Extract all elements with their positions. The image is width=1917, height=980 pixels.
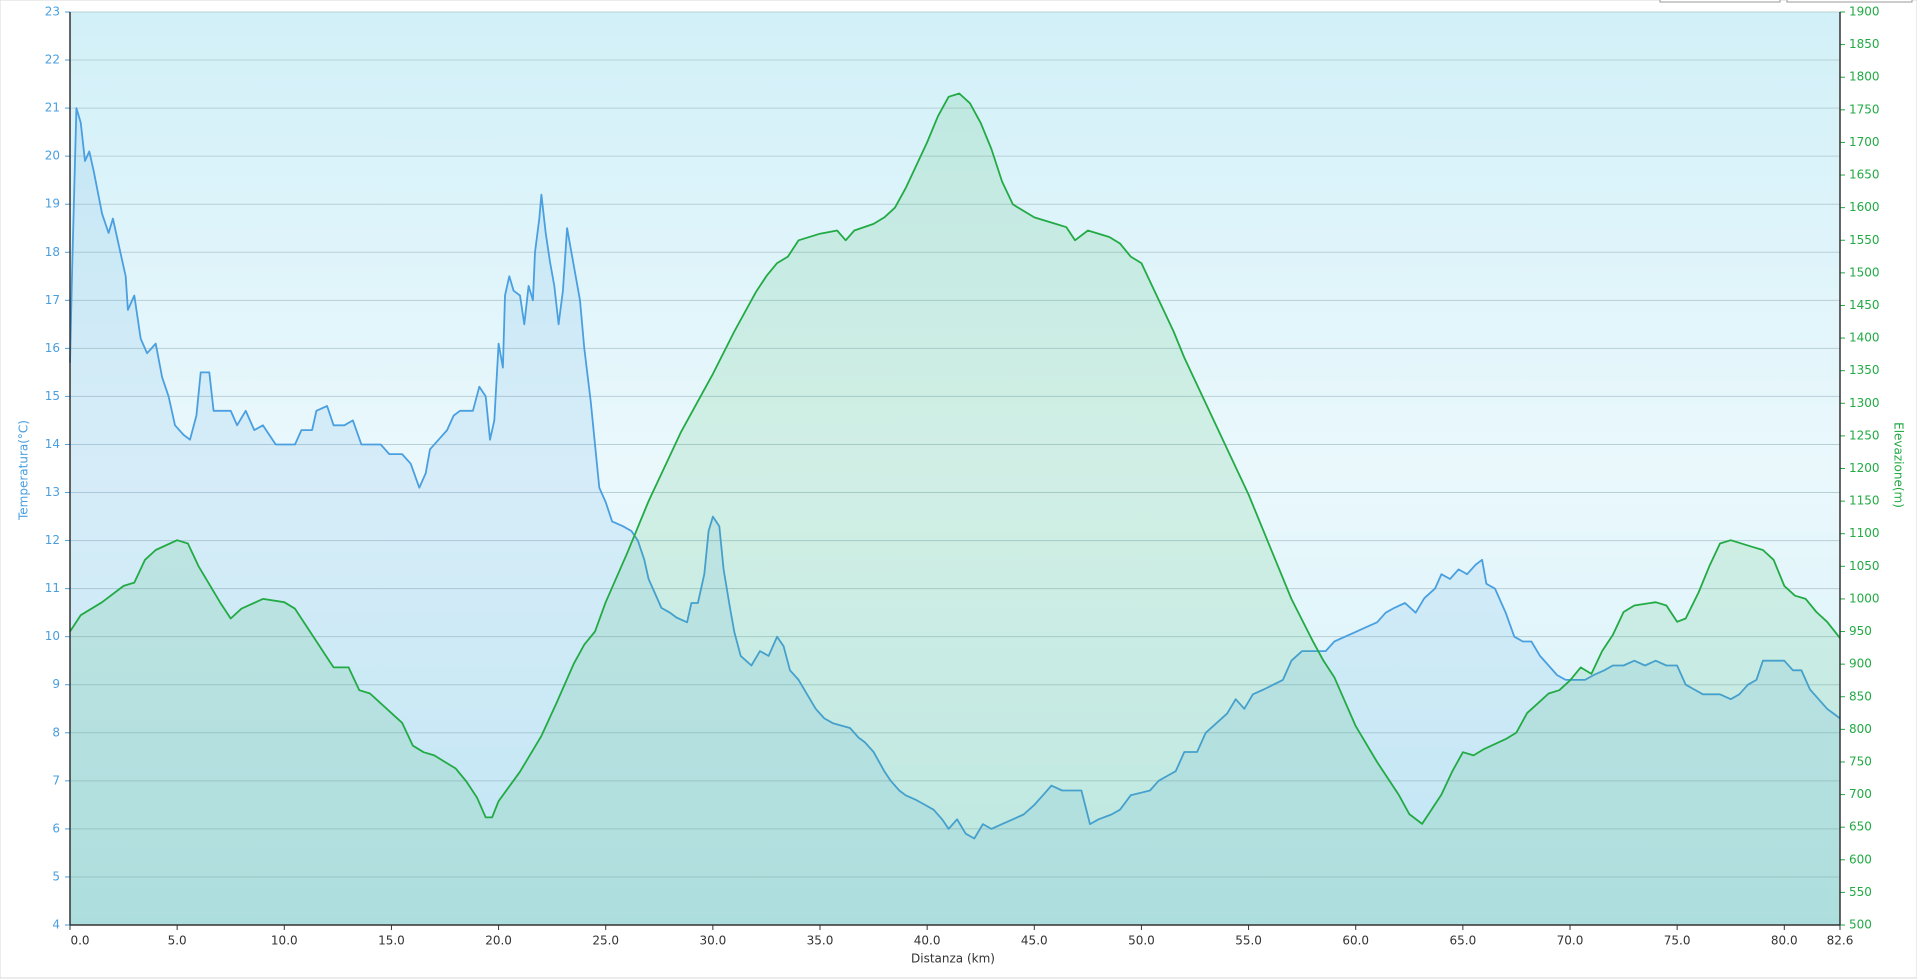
x-tick-label: 5.0 [168, 934, 187, 948]
y2-tick-label: 650 [1849, 820, 1872, 834]
x-tick-label: 55.0 [1235, 934, 1262, 948]
y-tick-label: 14 [45, 437, 60, 451]
x-tick-label: 10.0 [271, 934, 298, 948]
x-tick-label: 35.0 [807, 934, 834, 948]
x-tick-label: 65.0 [1449, 934, 1476, 948]
x-tick-label: 60.0 [1342, 934, 1369, 948]
y-tick-label: 5 [52, 869, 60, 883]
y-tick-label: 19 [45, 197, 60, 211]
x-tick-label: 45.0 [1021, 934, 1048, 948]
y-tick-label: 6 [52, 821, 60, 835]
y-tick-label: 20 [45, 149, 60, 163]
y2-tick-label: 1550 [1849, 233, 1880, 247]
y2-tick-label: 1250 [1849, 428, 1880, 442]
y2-axis-title: Elevazione(m) [1892, 422, 1906, 508]
y2-tick-label: 600 [1849, 852, 1872, 866]
y2-tick-label: 1100 [1849, 526, 1880, 540]
y2-tick-label: 1850 [1849, 37, 1880, 51]
y-tick-label: 12 [45, 533, 60, 547]
y-tick-label: 7 [52, 773, 60, 787]
y-tick-label: 15 [45, 389, 60, 403]
x-axis-title: Distanza (km) [911, 952, 995, 966]
y2-tick-label: 700 [1849, 787, 1872, 801]
y-tick-label: 4 [52, 918, 60, 932]
line [69, 92, 1841, 825]
x-tick-label: 40.0 [914, 934, 941, 948]
y-tick-label: 18 [45, 245, 60, 259]
y2-tick-label: 750 [1849, 754, 1872, 768]
y2-tick-label: 1750 [1849, 102, 1880, 116]
y2-tick-label: 1350 [1849, 363, 1880, 377]
y2-tick-label: 1600 [1849, 200, 1880, 214]
y-tick-label: 8 [52, 725, 60, 739]
x-tick-label: 20.0 [485, 934, 512, 948]
line [69, 107, 1841, 840]
y-tick-label: 9 [52, 677, 60, 691]
y2-tick-label: 900 [1849, 657, 1872, 671]
y2-tick-label: 1700 [1849, 135, 1880, 149]
x-tick-label: 80.0 [1771, 934, 1798, 948]
y-tick-label: 17 [45, 293, 60, 307]
y-tick-label: 22 [45, 53, 60, 67]
y-tick-label: 16 [45, 341, 60, 355]
y2-tick-label: 950 [1849, 624, 1872, 638]
x-tick-label: 0.0 [70, 934, 89, 948]
y2-tick-label: 1000 [1849, 591, 1880, 605]
y2-tick-label: 1200 [1849, 461, 1880, 475]
y-tick-label: 23 [45, 5, 60, 19]
y2-tick-label: 500 [1849, 918, 1872, 932]
y2-tick-label: 850 [1849, 689, 1872, 703]
y2-tick-label: 1900 [1849, 5, 1880, 19]
y2-tick-label: 1400 [1849, 331, 1880, 345]
x-tick-label: 82.6 [1827, 934, 1854, 948]
x-tick-label: 70.0 [1557, 934, 1584, 948]
y2-tick-label: 550 [1849, 885, 1872, 899]
y-tick-label: 10 [45, 629, 60, 643]
y-tick-label: 21 [45, 101, 60, 115]
y2-tick-label: 1450 [1849, 298, 1880, 312]
y2-tick-label: 1150 [1849, 494, 1880, 508]
layer: 4 5 6 7 8 9 10 11 12 13 14 15 16 17 18 19 20 21 22 23 500 550… [45, 5, 1880, 948]
x-tick-label: 50.0 [1128, 934, 1155, 948]
x-tick-label: 15.0 [378, 934, 405, 948]
y2-tick-label: 1300 [1849, 396, 1880, 410]
button[interactable] [1786, 0, 1913, 3]
y2-tick-label: 1050 [1849, 559, 1880, 573]
x-tick-label: 30.0 [699, 934, 726, 948]
y-tick-label: 11 [45, 581, 60, 595]
y2-tick-label: 1800 [1849, 70, 1880, 84]
x-tick-label: 75.0 [1664, 934, 1691, 948]
y2-tick-label: 1500 [1849, 265, 1880, 279]
area [70, 93, 1840, 925]
y-axis-title: Temperatura(°C) [17, 420, 31, 521]
plot-area [70, 12, 1840, 925]
y-tick-label: 13 [45, 485, 60, 499]
area [70, 108, 1840, 926]
x-tick-label: 25.0 [592, 934, 619, 948]
y2-tick-label: 1650 [1849, 168, 1880, 182]
button[interactable] [1659, 0, 1781, 3]
y2-tick-label: 800 [1849, 722, 1872, 736]
